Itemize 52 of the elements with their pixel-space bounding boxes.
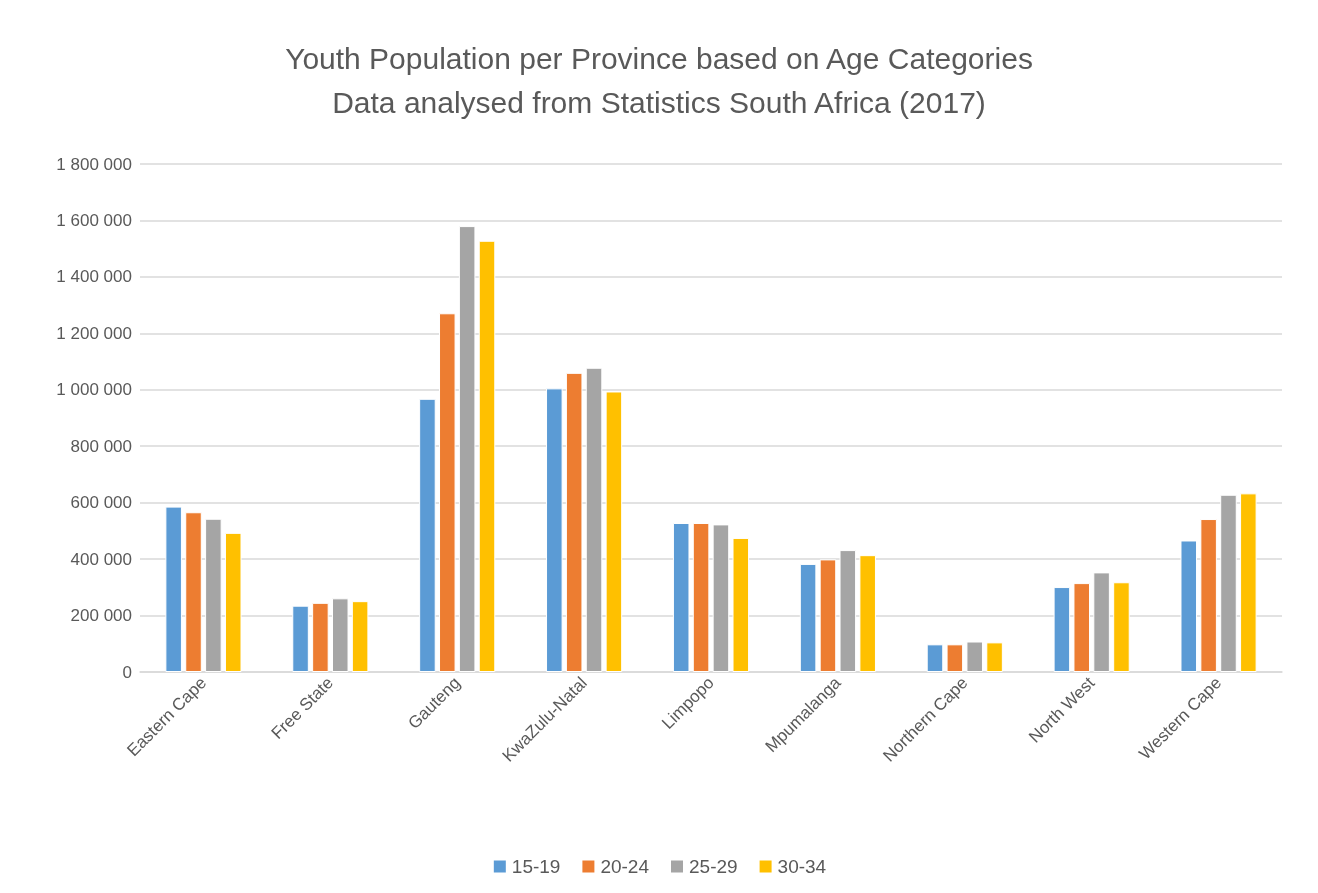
y-tick-label: 1 600 000	[56, 210, 132, 230]
bar	[224, 532, 242, 672]
bar	[585, 367, 603, 672]
bar	[1220, 494, 1237, 672]
chart-title: Youth Population per Province based on Age Categories	[285, 41, 1033, 75]
bar	[185, 512, 202, 672]
bar	[1113, 582, 1130, 672]
y-tick-label: 1 800 000	[56, 154, 132, 174]
bar	[165, 506, 182, 672]
bar	[419, 398, 436, 672]
legend-label: 25-29	[689, 856, 738, 877]
bar	[1093, 572, 1110, 672]
bar	[859, 555, 876, 672]
bar	[1053, 587, 1071, 672]
y-tick-label: 200 000	[70, 606, 132, 626]
bar	[605, 391, 623, 672]
bar	[331, 598, 349, 672]
bar	[205, 518, 222, 672]
bar	[819, 559, 837, 672]
bar	[692, 522, 710, 672]
bar	[986, 642, 1003, 672]
y-tick-label: 800 000	[70, 436, 132, 456]
bar	[351, 601, 369, 672]
bar	[565, 372, 583, 672]
legend-label: 30-34	[777, 856, 827, 877]
bar	[458, 226, 476, 672]
bar	[839, 550, 857, 672]
bar	[1073, 583, 1091, 672]
bar	[732, 537, 750, 672]
y-tick-label: 1 000 000	[56, 380, 132, 400]
bar	[1240, 493, 1257, 672]
chart-subtitle: Data analysed from Statistics South Africa (2017)	[332, 85, 986, 119]
bar	[439, 313, 456, 672]
bar	[672, 522, 690, 672]
y-tick-label: 600 000	[70, 493, 132, 513]
bar	[712, 524, 730, 672]
y-tick-label: 1 400 000	[56, 267, 132, 287]
y-tick-label: 1 200 000	[56, 323, 132, 343]
bar	[478, 240, 496, 672]
legend-label: 20-24	[600, 856, 650, 877]
bar	[799, 563, 817, 672]
bar	[966, 641, 983, 672]
y-tick-label: 0	[122, 662, 132, 682]
bar	[546, 388, 563, 672]
bar	[1180, 540, 1198, 672]
bar	[292, 605, 309, 672]
bar	[946, 644, 964, 672]
y-tick-label: 400 000	[70, 549, 132, 569]
bar	[926, 644, 944, 672]
bar	[312, 602, 329, 672]
legend-label: 15-19	[511, 856, 561, 877]
bar	[1200, 519, 1217, 672]
